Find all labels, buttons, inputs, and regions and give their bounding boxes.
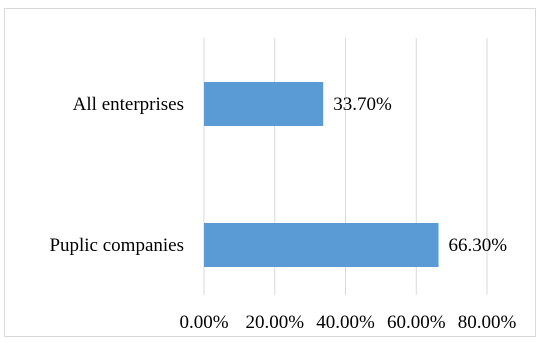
chart-frame (4, 8, 536, 337)
x-tick-label: 80.00% (458, 312, 517, 333)
bar (204, 223, 439, 267)
x-tick-label: 0.00% (179, 312, 228, 333)
x-tick-label: 60.00% (387, 312, 446, 333)
bars (204, 82, 439, 267)
x-tick-label: 20.00% (245, 312, 304, 333)
category-label: All enterprises (73, 94, 184, 115)
bar (204, 82, 324, 126)
x-tick-label: 40.00% (316, 312, 375, 333)
data-label: 66.30% (449, 235, 508, 256)
data-label: 33.70% (333, 94, 392, 115)
labels: 0.00% 20.00% 40.00% 60.00% 80.00% All enterpr… (49, 94, 516, 333)
category-label: Puplic companies (49, 235, 184, 256)
